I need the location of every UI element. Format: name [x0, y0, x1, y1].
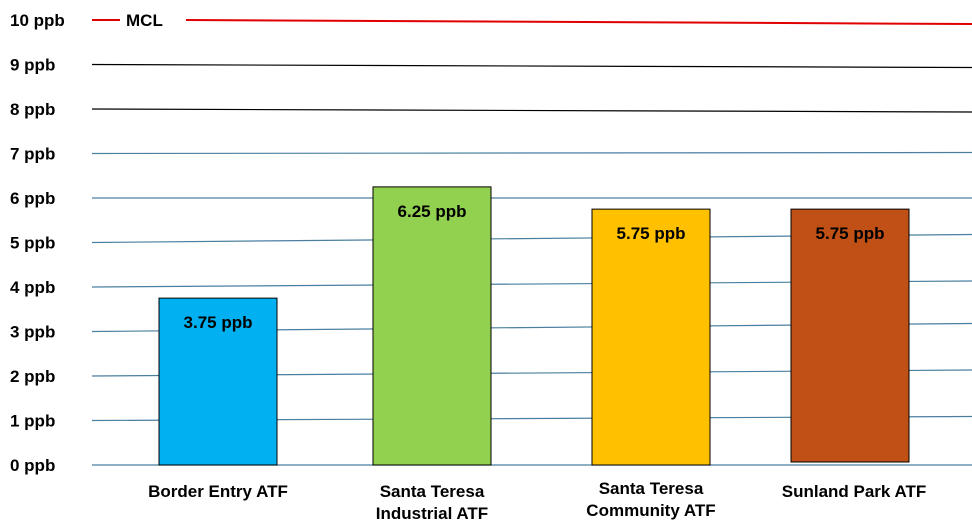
bar-2 — [591, 208, 711, 466]
gridline-8 — [91, 108, 972, 113]
y-tick-label-9: 9 ppb — [10, 56, 55, 75]
category-label-line: Industrial ATF — [376, 504, 488, 523]
bar-1 — [372, 186, 492, 466]
category-label-0: Border Entry ATF — [148, 482, 288, 501]
y-tick-label-3: 3 ppb — [10, 323, 55, 342]
mcl-label: MCL — [126, 11, 163, 30]
category-label-line: Border Entry ATF — [148, 482, 288, 501]
y-tick-label-4: 4 ppb — [10, 278, 55, 297]
mcl-line-right — [185, 19, 972, 25]
bar-0 — [158, 297, 278, 466]
category-label-line: Santa Teresa — [380, 482, 485, 501]
category-label-2: Santa Teresa Community ATF — [586, 479, 715, 520]
mcl-reference-line: MCL — [92, 11, 972, 30]
bars — [158, 186, 910, 466]
bar-3 — [790, 208, 910, 463]
category-label-line: Community ATF — [586, 501, 715, 520]
category-label-3: Sunland Park ATF — [782, 482, 927, 501]
gridline-9 — [91, 63, 972, 69]
gridline-7 — [91, 151, 972, 155]
data-label-0: 3.75 ppb — [184, 313, 253, 332]
category-label-1: Santa Teresa Industrial ATF — [376, 482, 488, 523]
y-tick-label-8: 8 ppb — [10, 100, 55, 119]
y-tick-label-10: 10 ppb — [10, 11, 65, 30]
y-axis-ticks: 0 ppb 1 ppb 2 ppb 3 ppb 4 ppb 5 ppb 6 ppb 7 ppb… — [10, 11, 65, 475]
category-label-line: Santa Teresa — [599, 479, 704, 498]
y-tick-label-7: 7 ppb — [10, 145, 55, 164]
y-tick-label-5: 5 ppb — [10, 234, 55, 253]
y-tick-label-1: 1 ppb — [10, 412, 55, 431]
category-label-line: Sunland Park ATF — [782, 482, 927, 501]
data-label-3: 5.75 ppb — [816, 224, 885, 243]
x-axis-categories: Border Entry ATF Santa Teresa Industrial A… — [148, 479, 926, 523]
data-label-1: 6.25 ppb — [398, 202, 467, 221]
y-tick-label-2: 2 ppb — [10, 367, 55, 386]
y-tick-label-6: 6 ppb — [10, 189, 55, 208]
data-labels: 3.75 ppb 6.25 ppb 5.75 ppb 5.75 ppb — [184, 202, 885, 332]
data-label-2: 5.75 ppb — [617, 224, 686, 243]
y-tick-label-0: 0 ppb — [10, 456, 55, 475]
